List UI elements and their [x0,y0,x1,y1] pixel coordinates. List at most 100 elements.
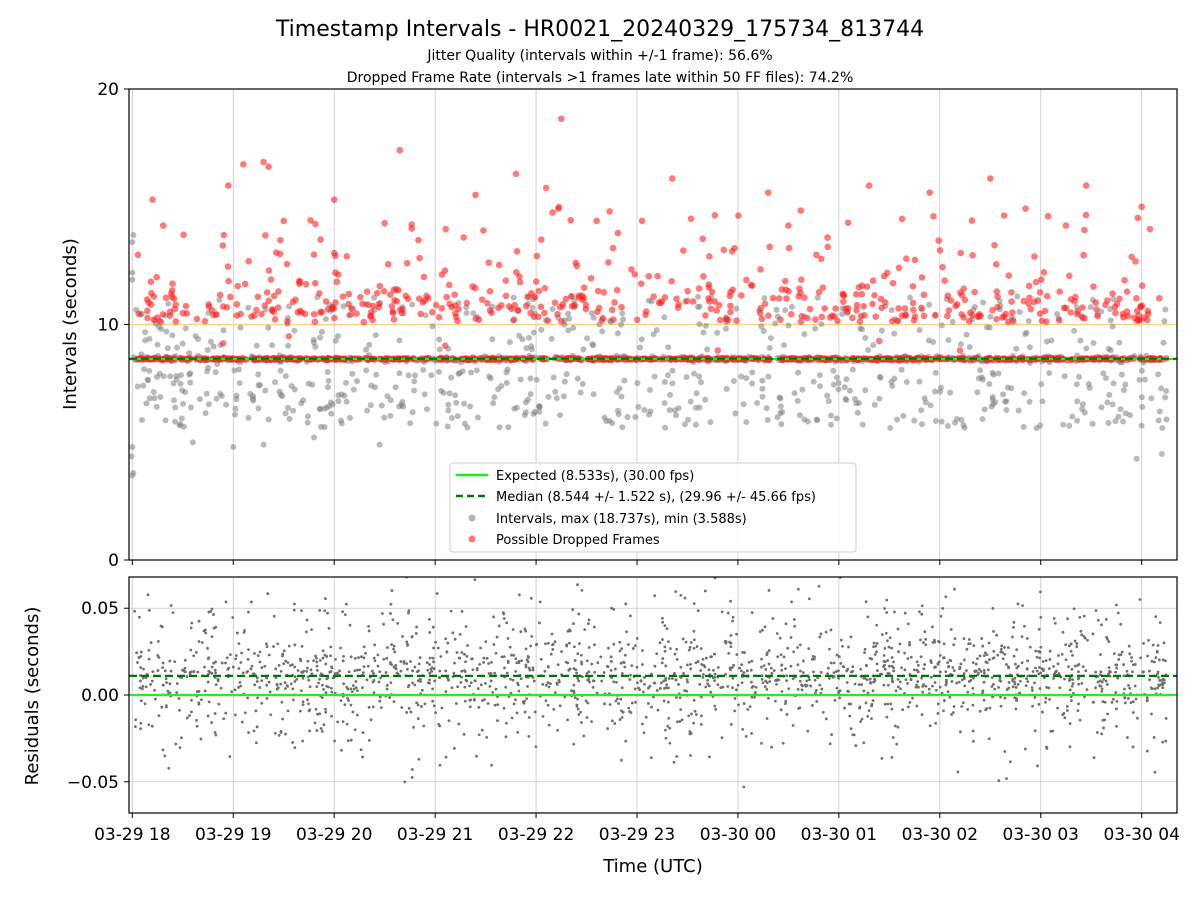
dropped-frame-point [485,259,492,266]
residual-point [407,706,411,710]
residual-point [1077,662,1081,666]
residual-point [546,681,550,685]
residual-point [1115,603,1118,607]
residual-point [570,689,573,693]
dropped-frame-point [542,184,550,192]
residual-point [863,647,867,651]
residual-point [938,685,942,689]
interval-point [1139,404,1146,411]
residual-point [688,732,692,736]
residual-point [630,701,634,705]
interval-point [530,410,537,417]
interval-point [491,394,498,401]
residual-point [512,653,516,657]
dropped-frame-point [562,295,570,303]
residual-point [1110,700,1114,704]
residual-point [416,703,420,707]
residual-point [315,660,319,664]
residual-point [1067,665,1070,669]
interval-point [763,405,770,412]
residual-point [1099,670,1103,674]
residual-point [354,686,358,690]
interval-point [740,401,747,408]
interval-point [788,303,795,310]
interval-point [392,384,399,391]
residual-point [231,665,235,669]
residual-point [763,685,767,689]
residual-point [612,642,616,646]
residual-point [940,691,944,695]
residual-point [707,755,711,759]
residual-point [1048,658,1052,661]
residual-point [622,660,625,664]
dropped-frame-point [1138,282,1146,289]
residual-point [726,684,730,688]
interval-point [618,321,625,328]
residual-point [1048,698,1052,701]
residual-point [620,672,624,675]
residual-point [731,615,735,619]
residual-point [613,722,617,725]
residual-point [896,627,900,631]
dropped-frame-point [969,251,976,259]
dropped-frame-point [1008,298,1015,305]
residual-point [974,662,978,666]
residual-point [301,739,305,743]
residual-point [617,702,620,705]
residual-point [146,593,150,597]
residual-point [790,600,793,604]
dropped-frame-point [469,283,476,290]
residual-point [741,727,745,731]
dropped-frame-point [277,236,284,244]
residual-point [924,643,928,647]
residual-point [430,669,434,673]
interval-point [549,305,556,312]
residual-point [664,736,668,740]
residual-point [392,647,395,651]
interval-point [407,420,414,427]
interval-point [340,303,347,310]
residual-point [1007,666,1011,670]
residual-point [531,668,535,672]
dropped-frame-point [960,314,967,321]
residual-point [912,668,916,672]
dropped-frame-point [144,307,151,315]
interval-point [646,386,653,393]
dropped-frame-point [711,298,718,305]
interval-point [1023,329,1030,336]
residual-point [343,613,347,617]
residual-point [740,663,744,667]
residual-point [330,690,334,694]
residual-point [373,643,377,647]
residual-point [1015,666,1019,670]
interval-point [947,389,954,396]
residual-point [475,668,479,672]
interval-point [638,336,645,343]
dropped-frame-point [901,305,909,312]
interval-point [619,310,626,317]
residual-point [1100,690,1104,693]
residual-point [813,655,816,659]
interval-point [1158,451,1165,458]
residual-point [464,660,467,664]
residual-point [524,647,528,651]
interval-point [129,276,136,283]
residual-point [908,641,912,644]
residual-point [457,722,461,726]
residual-point [160,705,164,709]
residual-point [946,690,950,694]
residual-point [847,645,850,649]
residual-point [177,697,181,701]
residual-point [341,659,345,663]
interval-point [453,399,460,406]
residual-point [867,709,871,712]
interval-point [814,294,821,301]
residual-point [463,652,466,656]
residual-point [780,663,784,667]
interval-point [1048,337,1055,344]
residual-point [234,654,238,657]
residual-point [166,689,170,693]
residual-point [539,657,543,661]
residual-point [219,686,223,690]
residual-point [307,678,311,682]
